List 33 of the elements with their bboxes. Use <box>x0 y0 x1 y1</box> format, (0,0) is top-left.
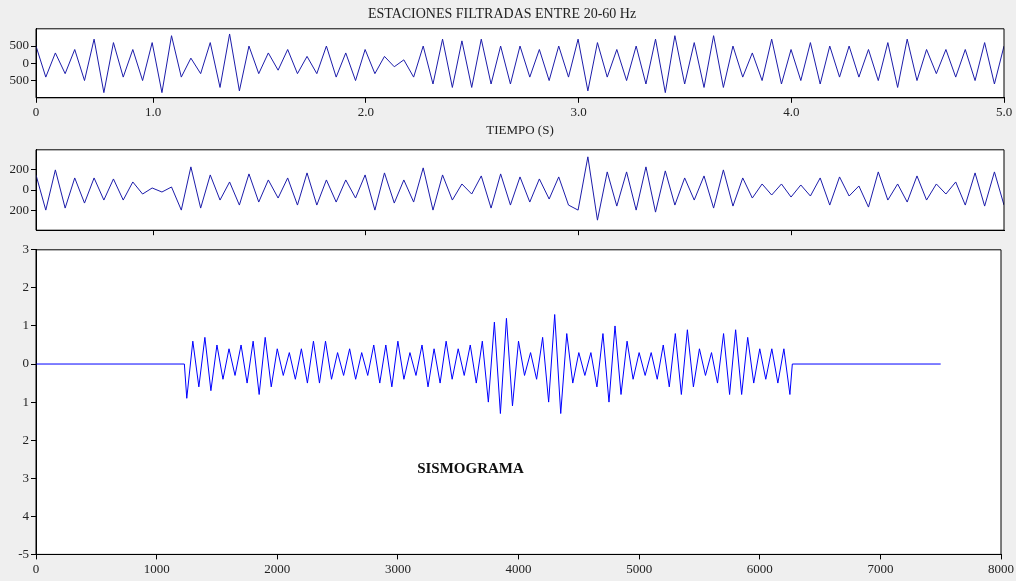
x-tick-label: 4000 <box>505 560 532 576</box>
y-tick-label: 2 <box>22 279 29 295</box>
y-tick-label: 0 <box>22 54 29 70</box>
x-tick-label: 3.0 <box>570 104 587 120</box>
x-tick-label: 0 <box>32 560 40 576</box>
y-tick-label: 4 <box>22 507 30 523</box>
y-tick-label: 2 <box>22 431 29 447</box>
x-tick-label: 8000 <box>988 560 1014 576</box>
x-tick-label: 6000 <box>746 560 773 576</box>
chart-title: ESTACIONES FILTRADAS ENTRE 20-60 Hz <box>367 6 637 22</box>
y-tick-label: 200 <box>9 201 29 217</box>
y-tick-label: 0 <box>22 355 29 371</box>
y-tick-label: 1 <box>22 393 29 409</box>
x-tick-label: 7000 <box>867 560 894 576</box>
y-tick-label: 0 <box>22 181 29 197</box>
x-tick-label: 5000 <box>626 560 653 576</box>
y-tick-label: 500 <box>9 37 29 53</box>
y-tick-label: 200 <box>9 161 29 177</box>
x-tick-label: 4.0 <box>783 104 800 120</box>
x-tick-label: 5.0 <box>995 104 1013 120</box>
y-tick-label: -5 <box>18 545 29 561</box>
y-tick-label: 3 <box>22 469 29 485</box>
x-tick-label: 1000 <box>143 560 170 576</box>
x-tick-label: 2000 <box>264 560 291 576</box>
x-tick-label: 1.0 <box>144 104 162 120</box>
y-tick-label: 3 <box>22 241 29 257</box>
x-tick-label: 2.0 <box>357 104 374 120</box>
annotation: SISMOGRAMA <box>417 459 525 476</box>
y-tick-label: 1 <box>22 317 29 333</box>
x-tick-label: 3000 <box>384 560 411 576</box>
x-tick-label: 0 <box>32 104 40 120</box>
x-axis-title: TIEMPO (S) <box>486 121 554 137</box>
y-tick-label: 500 <box>9 71 29 87</box>
